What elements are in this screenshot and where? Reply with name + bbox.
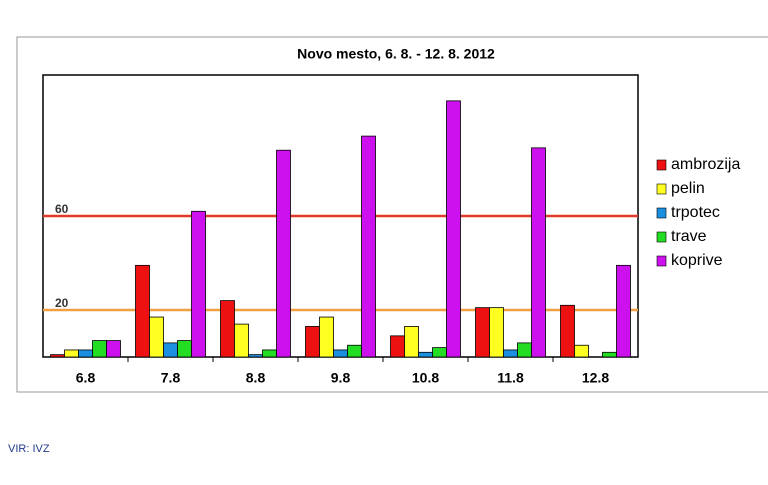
legend-swatch — [656, 255, 667, 267]
bar — [347, 344, 362, 358]
bar — [574, 344, 589, 358]
bar — [418, 351, 433, 358]
legend-label: trpotec — [671, 204, 720, 221]
chart: Novo mesto, 6. 8. - 12. 8. 2012 60 20 6.8 7… — [16, 36, 768, 393]
bar — [248, 354, 263, 358]
bar — [177, 340, 192, 358]
x-tick-label: 10.8 — [412, 370, 439, 386]
bar — [135, 264, 150, 358]
reference-label: 20 — [55, 296, 69, 310]
legend-label: trave — [671, 228, 707, 245]
bar — [602, 351, 617, 358]
bar — [517, 342, 532, 358]
chart-title: Novo mesto, 6. 8. - 12. 8. 2012 — [297, 46, 495, 62]
legend-swatch — [656, 207, 667, 219]
bar — [92, 340, 107, 358]
x-tick-label: 8.8 — [246, 370, 266, 386]
bar — [220, 300, 235, 358]
legend-label: ambrozija — [671, 156, 740, 173]
bar — [262, 349, 277, 358]
bar — [560, 304, 575, 358]
bar — [361, 135, 376, 358]
bar — [333, 349, 348, 358]
bar — [149, 316, 164, 358]
bar — [64, 349, 79, 358]
bar — [489, 307, 504, 358]
reference-label: 60 — [55, 202, 69, 216]
source-note: VIR: IVZ — [8, 443, 50, 455]
bar — [432, 347, 447, 358]
legend-label: pelin — [671, 180, 705, 197]
x-tick-label: 6.8 — [76, 370, 96, 386]
bar — [50, 354, 65, 358]
legend-swatch — [656, 183, 667, 195]
bar — [106, 340, 121, 358]
x-tick-label: 11.8 — [497, 370, 524, 386]
legend-label: koprive — [671, 252, 723, 269]
bar — [503, 349, 518, 358]
bar — [475, 307, 490, 358]
x-tick-label: 7.8 — [161, 370, 181, 386]
bar — [390, 335, 405, 358]
bar — [319, 316, 334, 358]
x-tick-label: 12.8 — [582, 370, 609, 386]
bar — [531, 147, 546, 358]
bar — [191, 210, 206, 358]
legend-swatch — [656, 159, 667, 171]
legend-swatch — [656, 231, 667, 243]
bar — [234, 323, 249, 358]
bar — [78, 349, 93, 358]
bar — [276, 149, 291, 358]
bar — [616, 264, 631, 358]
bar — [305, 326, 320, 358]
bar — [163, 342, 178, 358]
bar — [446, 100, 461, 358]
x-tick-label: 9.8 — [331, 370, 351, 386]
bar — [404, 326, 419, 358]
